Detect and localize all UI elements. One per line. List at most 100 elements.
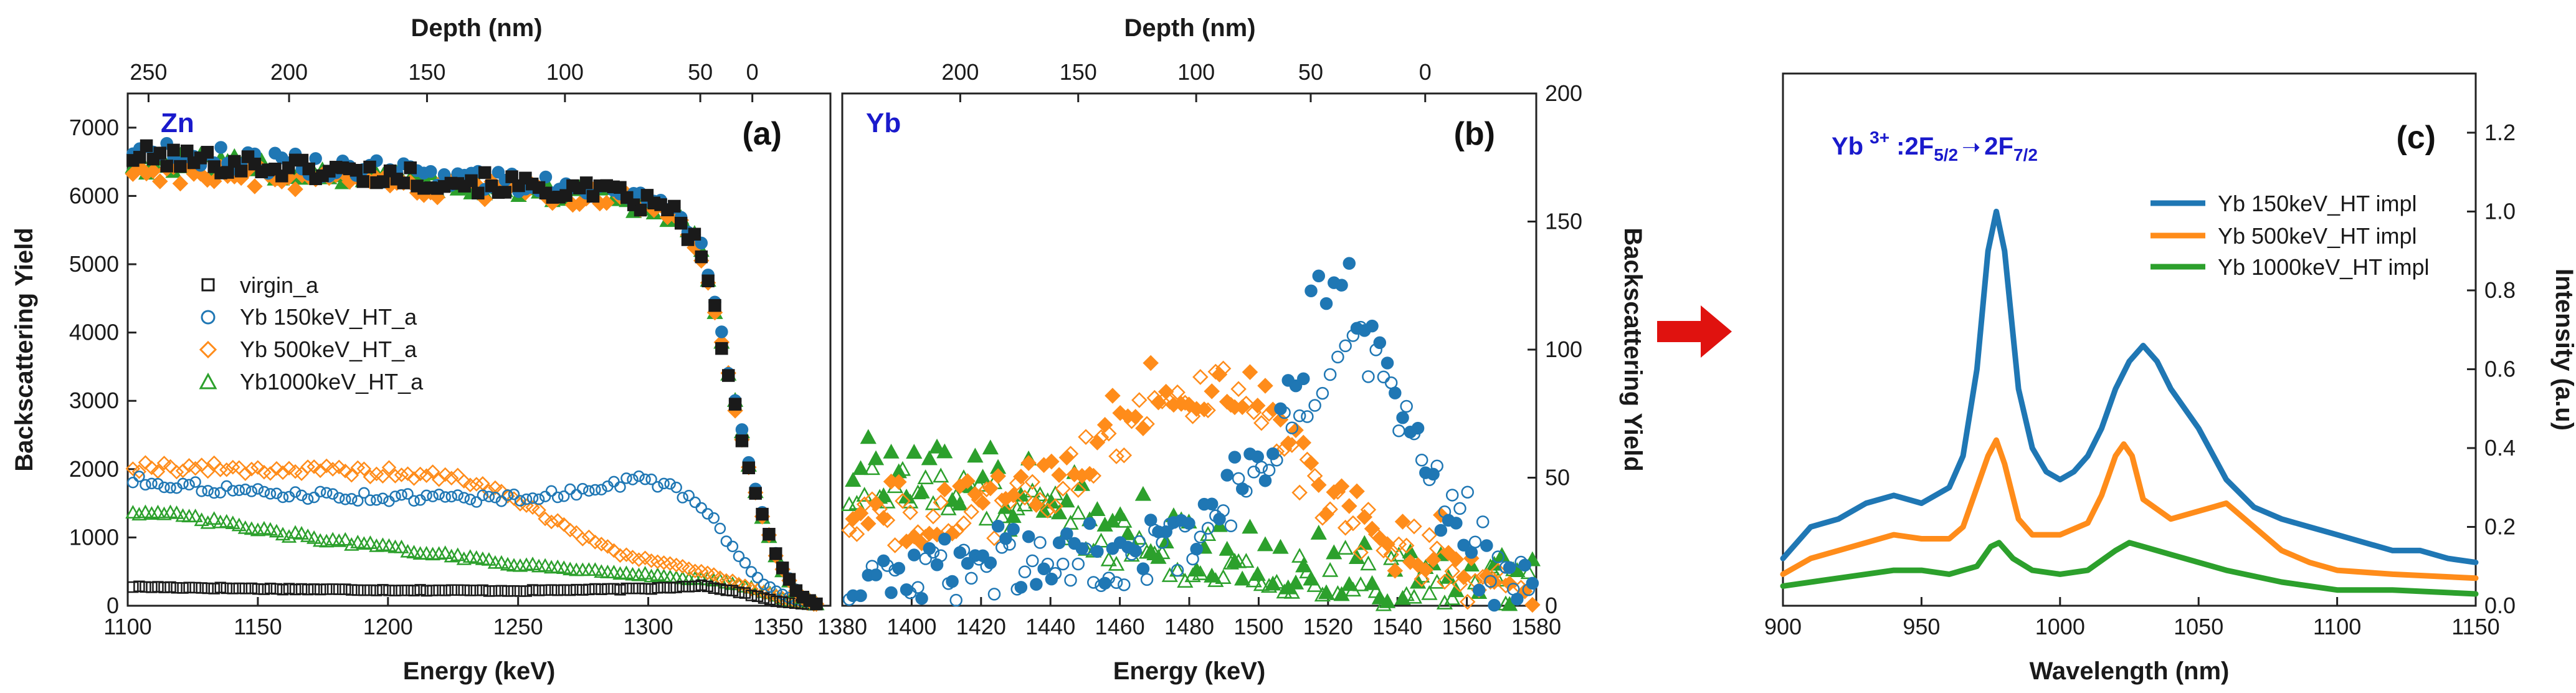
data-point-triangle (1112, 506, 1129, 522)
data-point-triangle (1154, 544, 1171, 560)
data-point-circle (202, 485, 214, 497)
panel-c-legend: Yb 150keV_HT impl Yb 500keV_HT impl Yb 1… (2151, 191, 2430, 280)
data-point-circle (1415, 454, 1428, 467)
data-point-triangle (1287, 574, 1305, 590)
panel-b: Depth (nm) Energy (keV) Backscattering Y… (817, 14, 1647, 685)
data-point-circle (639, 473, 651, 485)
data-point-square (708, 299, 721, 312)
data-point-square (614, 181, 627, 194)
data-point-diamond (1150, 394, 1167, 411)
data-point-square (708, 582, 720, 594)
data-point-square (533, 585, 545, 596)
data-point-diamond (668, 557, 684, 573)
data-point-circle (1140, 573, 1154, 586)
data-point-circle (551, 491, 564, 504)
data-point-circle (514, 495, 526, 507)
data-point-triangle (1119, 525, 1136, 540)
data-point-square (408, 585, 420, 596)
data-point-triangle (437, 545, 453, 560)
data-point-diamond (425, 464, 440, 479)
data-point-square (228, 155, 241, 168)
data-point-triangle (581, 562, 597, 576)
data-point-circle (911, 581, 924, 594)
legend-entry-yb1000-impl: Yb 1000keV_HT impl (2151, 254, 2430, 280)
data-point-square (221, 166, 234, 179)
data-point-circle (726, 540, 739, 553)
data-point-circle (1453, 502, 1466, 515)
data-point-diamond (150, 464, 166, 479)
data-point-triangle (1150, 548, 1167, 564)
data-point-triangle (525, 557, 541, 570)
data-point-square (364, 584, 376, 596)
x-tick-label: 1580 (1511, 614, 1561, 639)
title-ion: Yb (1832, 133, 1863, 160)
data-point-diamond (1448, 551, 1465, 568)
data-point-square (295, 583, 308, 595)
data-point-diamond (1211, 366, 1228, 383)
right-arrow-icon (1657, 305, 1732, 358)
data-point-diamond (1013, 469, 1029, 485)
data-point-diamond (1139, 416, 1155, 433)
data-point-circle (302, 493, 314, 505)
data-point-circle (1034, 536, 1047, 549)
data-point-circle (520, 493, 533, 505)
data-point-diamond (1337, 520, 1354, 536)
data-point-diamond (1105, 388, 1121, 404)
data-point-triangle (867, 450, 885, 466)
data-point-diamond (381, 460, 397, 475)
legend-label-yb150: Yb 150keV_HT_a (240, 304, 417, 330)
top-tick-label: 200 (941, 59, 979, 85)
data-point-circle (1503, 561, 1516, 575)
data-point-diamond (1039, 502, 1056, 519)
data-point-diamond (860, 515, 877, 532)
data-point-diamond (531, 502, 546, 518)
data-point-circle (1319, 297, 1333, 310)
x-tick-label: 1100 (2313, 614, 2361, 639)
data-point-triangle (637, 566, 653, 580)
data-point-circle (1052, 536, 1066, 550)
data-point-diamond (437, 467, 453, 482)
data-point-square (627, 583, 639, 595)
data-point-diamond (363, 469, 378, 485)
data-point-circle (1205, 497, 1219, 510)
title-arrow-icon: ➝ (1962, 134, 1980, 160)
data-point-diamond (1417, 562, 1434, 578)
data-point-circle (1110, 576, 1123, 589)
data-point-circle (645, 473, 657, 485)
x-tick-label: 1380 (817, 614, 867, 639)
data-point-diamond (1081, 466, 1098, 482)
data-point-diamond (598, 194, 615, 211)
legend-label-yb1000: Yb1000keV_HT_a (240, 369, 424, 394)
data-point-diamond (1428, 540, 1445, 557)
data-point-triangle (936, 443, 953, 459)
data-point-circle (140, 479, 151, 491)
legend-entry-yb150-impl: Yb 150keV_HT impl (2151, 191, 2417, 216)
data-point-diamond (1230, 381, 1247, 397)
data-point-circle (1270, 454, 1283, 467)
data-point-diamond (1349, 483, 1365, 500)
data-point-square (308, 583, 320, 595)
data-point-circle (1285, 421, 1299, 434)
data-point-circle (1048, 566, 1062, 580)
data-point-square (239, 583, 252, 595)
data-point-circle (934, 549, 948, 562)
legend-marker-circle (201, 310, 216, 325)
panel-a-top-ticks: 250 200 150 100 50 0 (130, 59, 759, 102)
x-tick-label: 1200 (363, 614, 413, 639)
data-point-circle (991, 519, 1005, 533)
data-point-circle (751, 571, 764, 584)
data-point-diamond (1310, 477, 1327, 493)
y-tick-label: 1000 (69, 524, 119, 550)
series-line-yb1000 (1780, 540, 2479, 597)
data-point-square (745, 590, 758, 601)
data-point-square (153, 146, 167, 160)
data-point-circle (477, 489, 489, 502)
panel-a-frame (126, 92, 832, 607)
x-tick-label: 1400 (886, 614, 936, 639)
data-point-circle (458, 492, 470, 504)
data-point-triangle (860, 429, 877, 444)
data-point-circle (1472, 583, 1486, 597)
right-arrow-shape (1657, 305, 1732, 358)
data-point-square (196, 582, 207, 594)
data-point-circle (1468, 535, 1482, 548)
